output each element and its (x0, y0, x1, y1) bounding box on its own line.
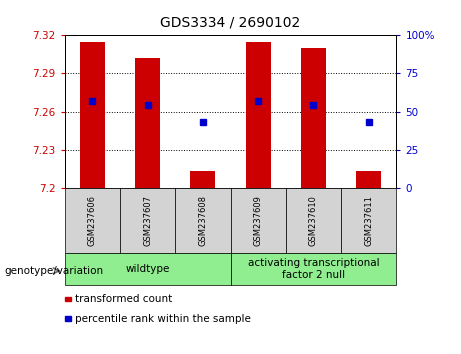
Bar (80, 42, 105, 188)
Bar (356, 171, 381, 188)
Bar (65, 253, 230, 285)
Text: GSM237610: GSM237610 (309, 195, 318, 246)
Bar (135, 58, 160, 188)
Text: GSM237607: GSM237607 (143, 195, 152, 246)
Bar (301, 48, 326, 188)
Bar (286, 188, 341, 253)
Bar (230, 253, 396, 285)
Text: GSM237611: GSM237611 (364, 195, 373, 246)
Bar (65, 188, 120, 253)
Bar (190, 171, 215, 188)
Text: activating transcriptional
factor 2 null: activating transcriptional factor 2 null (248, 258, 379, 280)
Text: transformed count: transformed count (75, 294, 172, 304)
Text: GDS3334 / 2690102: GDS3334 / 2690102 (160, 16, 301, 30)
Bar (246, 42, 271, 188)
Bar (341, 188, 396, 253)
Text: GSM237606: GSM237606 (88, 195, 97, 246)
Bar (230, 188, 286, 253)
Text: GSM237609: GSM237609 (254, 195, 263, 246)
Text: percentile rank within the sample: percentile rank within the sample (75, 314, 251, 324)
Text: wildtype: wildtype (125, 264, 170, 274)
Bar (175, 188, 230, 253)
Bar (120, 188, 175, 253)
Text: GSM237608: GSM237608 (198, 195, 207, 246)
Text: genotype/variation: genotype/variation (5, 266, 104, 276)
